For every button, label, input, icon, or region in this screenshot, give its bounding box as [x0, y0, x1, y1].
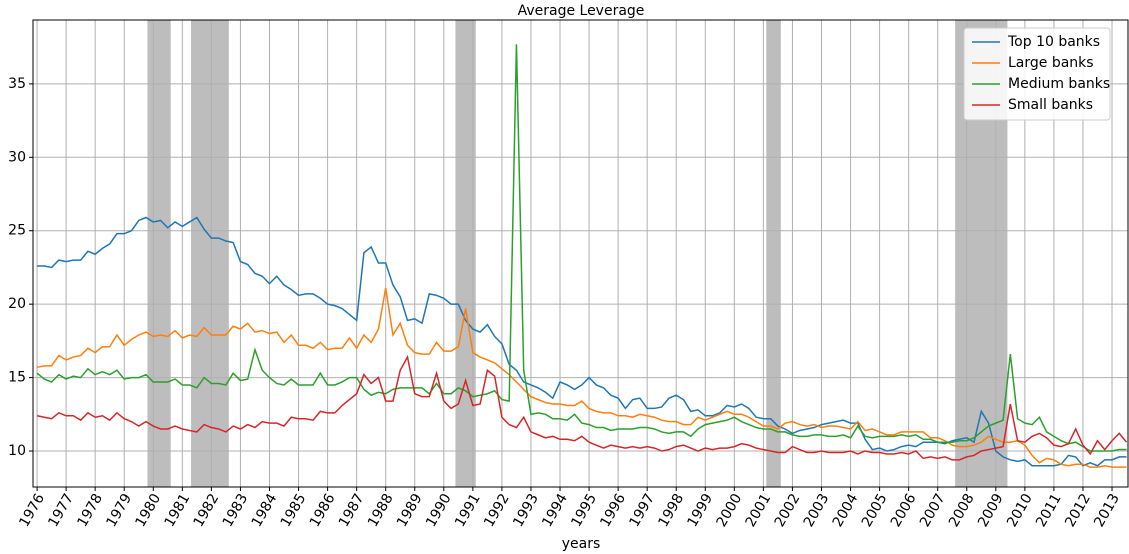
- x-tick-label: 1981: [162, 491, 194, 530]
- x-tick-label: 2011: [1033, 491, 1065, 530]
- x-tick-label: 1997: [626, 491, 658, 530]
- x-tick-label: 2002: [772, 491, 804, 530]
- legend-label: Small banks: [1008, 97, 1093, 113]
- series-line: [36, 354, 1128, 461]
- x-tick-label: 1982: [191, 491, 223, 530]
- x-axis-label: years: [562, 536, 601, 552]
- x-tick-label: 2000: [714, 491, 746, 530]
- x-tick-label: 2010: [1004, 491, 1036, 530]
- x-tick-label: 1989: [394, 491, 426, 530]
- x-tick-label: 1987: [336, 491, 368, 530]
- x-tick-label: 1998: [655, 491, 687, 530]
- legend-label: Large banks: [1008, 55, 1094, 71]
- x-tick-label: 1990: [423, 491, 455, 530]
- x-tick-label: 2003: [801, 491, 833, 530]
- x-tick-label: 2009: [975, 491, 1007, 530]
- x-tick-label: 1979: [103, 491, 135, 530]
- x-tick-label: 1977: [45, 491, 77, 530]
- y-tick-label: 15: [8, 370, 26, 386]
- x-tick-label: 1984: [249, 491, 281, 530]
- x-tick-label: 1999: [685, 491, 717, 530]
- x-tick-label: 2013: [1091, 491, 1123, 530]
- x-tick-label: 1992: [481, 491, 513, 530]
- x-tick-label: 1976: [16, 491, 48, 530]
- x-tick-label: 1996: [597, 491, 629, 530]
- x-tick-label: 1985: [278, 491, 310, 530]
- y-tick-label: 10: [8, 443, 26, 459]
- x-tick-label: 1991: [452, 491, 484, 530]
- legend: Top 10 banks Large banks Medium banks Small…: [963, 27, 1111, 121]
- y-tick-label: 20: [8, 296, 26, 312]
- legend-label: Medium banks: [1008, 76, 1110, 92]
- shaded-period: [191, 20, 229, 487]
- x-tick-label: 2004: [830, 491, 862, 530]
- y-tick-label: 35: [8, 76, 26, 92]
- shaded-period: [147, 20, 171, 487]
- x-tick-label: 1995: [568, 491, 600, 530]
- plot-frame: [32, 19, 1129, 488]
- x-tick-label: 1988: [365, 491, 397, 530]
- shaded-period: [766, 20, 781, 487]
- x-tick-label: 2006: [888, 491, 920, 530]
- x-tick-label: 1983: [220, 491, 252, 530]
- y-tick-label: 30: [8, 149, 26, 165]
- x-tick-label: 1978: [74, 491, 106, 530]
- x-tick-label: 2005: [859, 491, 891, 530]
- legend-box: [963, 27, 1111, 121]
- x-tick-label: 2007: [917, 491, 949, 530]
- shaded-period: [455, 20, 476, 487]
- x-tick-label: 1993: [510, 491, 542, 530]
- x-tick-label: 2012: [1062, 491, 1094, 530]
- x-tick-label: 1994: [539, 491, 571, 530]
- series-line: [36, 287, 1127, 468]
- x-tick-label: 1980: [133, 491, 165, 530]
- series-line: [37, 216, 1127, 467]
- series-line: [36, 44, 1127, 452]
- legend-label: Top 10 banks: [1007, 34, 1100, 50]
- chart-title: Average Leverage: [518, 3, 645, 19]
- x-tick-label: 2001: [743, 491, 775, 530]
- x-tick-label: 2008: [946, 491, 978, 530]
- x-tick-label: 1986: [307, 491, 339, 530]
- y-tick-label: 25: [8, 223, 26, 239]
